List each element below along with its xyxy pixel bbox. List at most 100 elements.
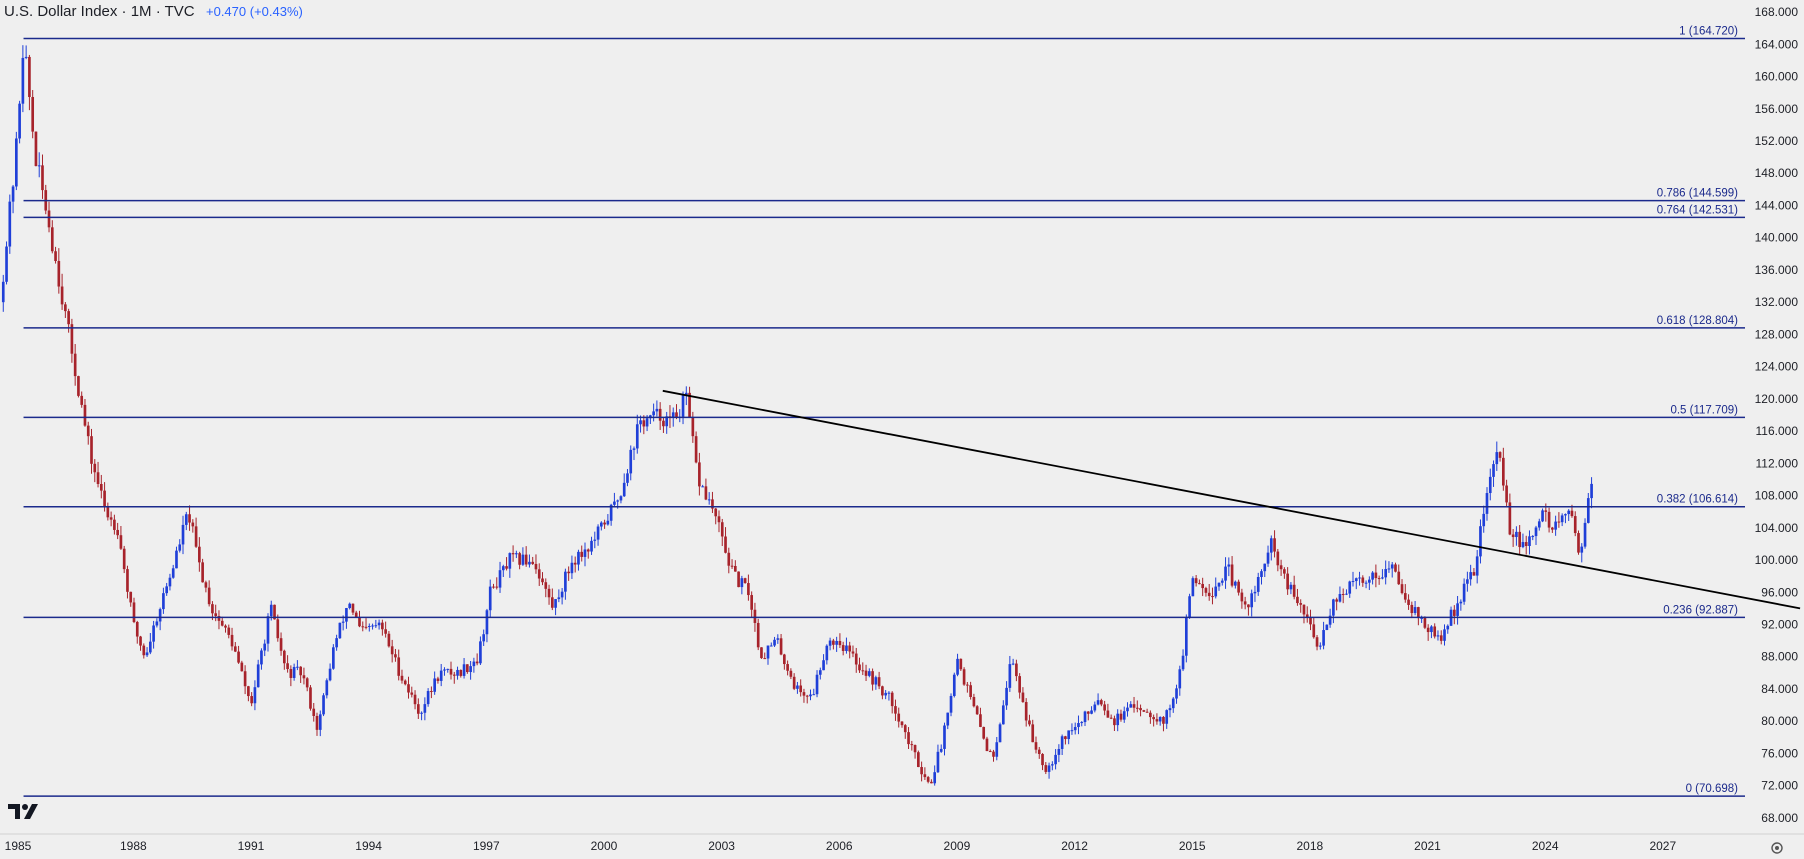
candle bbox=[694, 431, 698, 464]
candle bbox=[194, 517, 198, 548]
candle bbox=[305, 677, 309, 692]
candle bbox=[237, 645, 240, 664]
candle bbox=[583, 542, 587, 567]
candle bbox=[632, 446, 636, 461]
candle bbox=[622, 473, 626, 497]
candle bbox=[720, 518, 724, 547]
gear-icon[interactable] bbox=[1771, 842, 1783, 854]
candle bbox=[681, 391, 685, 425]
candle bbox=[276, 614, 280, 642]
price-tick-label: 124.000 bbox=[1755, 360, 1799, 374]
candle bbox=[214, 604, 218, 622]
candle bbox=[894, 699, 897, 721]
time-axis[interactable]: 1985 1988 1991 1994 1997 2000 2003 2006 2009 2012… bbox=[0, 833, 1804, 853]
candle bbox=[54, 246, 57, 264]
candle bbox=[920, 761, 923, 782]
candle bbox=[1384, 560, 1388, 585]
candle bbox=[818, 667, 822, 680]
candle bbox=[224, 624, 227, 633]
candle bbox=[1554, 515, 1557, 536]
fib-level-label: 1 (164.720) bbox=[1679, 26, 1738, 38]
price-tick-label: 96.000 bbox=[1761, 585, 1798, 599]
candle bbox=[730, 559, 734, 569]
candle bbox=[626, 469, 629, 487]
candle bbox=[1139, 704, 1142, 717]
candle bbox=[786, 660, 789, 676]
candle bbox=[1351, 571, 1355, 587]
candle bbox=[1358, 571, 1361, 586]
candle bbox=[812, 688, 816, 696]
candle bbox=[1325, 624, 1329, 631]
candle bbox=[1394, 562, 1397, 573]
candle bbox=[1469, 564, 1472, 586]
candle bbox=[1403, 584, 1407, 603]
candle bbox=[469, 660, 472, 680]
candle bbox=[1057, 744, 1061, 763]
candle bbox=[613, 492, 616, 507]
fib-level-label: 0.236 (92.887) bbox=[1663, 604, 1738, 616]
candle bbox=[1452, 605, 1456, 625]
candle bbox=[799, 679, 803, 697]
candle bbox=[1122, 706, 1126, 723]
candle bbox=[841, 641, 845, 656]
candle bbox=[1178, 665, 1182, 696]
time-tick-label: 1997 bbox=[473, 839, 500, 853]
candle bbox=[737, 571, 740, 588]
price-tick-label: 156.000 bbox=[1755, 102, 1799, 116]
candle bbox=[1260, 569, 1263, 585]
candle bbox=[544, 578, 548, 598]
candle bbox=[1345, 589, 1348, 596]
candle bbox=[420, 711, 423, 721]
price-tick-label: 168.000 bbox=[1755, 5, 1799, 19]
candle bbox=[198, 537, 201, 572]
candle bbox=[1184, 614, 1188, 663]
candle bbox=[1466, 571, 1469, 592]
candle bbox=[1492, 460, 1495, 487]
fib-level-label: 0 (70.698) bbox=[1686, 783, 1739, 795]
candle bbox=[495, 577, 499, 590]
candle bbox=[1077, 715, 1080, 735]
candle bbox=[119, 526, 123, 550]
candle bbox=[528, 554, 531, 568]
candle bbox=[995, 736, 999, 761]
candle bbox=[1155, 713, 1159, 725]
tradingview-logo-icon[interactable] bbox=[8, 804, 38, 819]
candle bbox=[73, 344, 77, 386]
price-axis[interactable]: 68.000 72.000 76.000 80.000 84.000 88.000 92.0… bbox=[1755, 5, 1799, 825]
candle bbox=[165, 582, 169, 596]
candle bbox=[864, 664, 868, 681]
candle bbox=[410, 686, 414, 698]
fibonacci-retracement[interactable]: 1 (164.720) 0.786 (144.599) 0.764 (142.531… bbox=[23, 26, 1745, 797]
candle bbox=[1348, 580, 1352, 598]
candle bbox=[1, 274, 5, 312]
candle bbox=[1227, 557, 1231, 577]
candle bbox=[1031, 719, 1035, 743]
candle bbox=[570, 555, 574, 579]
candle bbox=[175, 546, 178, 569]
candle bbox=[109, 511, 113, 527]
candle bbox=[34, 131, 38, 167]
candle bbox=[139, 635, 142, 651]
candle bbox=[1387, 561, 1391, 573]
candle bbox=[381, 619, 384, 636]
trendline[interactable] bbox=[662, 389, 1801, 610]
candle bbox=[603, 519, 606, 529]
candle bbox=[1371, 571, 1374, 585]
candle bbox=[1390, 561, 1394, 578]
candle bbox=[318, 710, 322, 737]
candle bbox=[521, 547, 525, 566]
candle bbox=[1577, 530, 1580, 555]
candle bbox=[809, 689, 812, 701]
candle bbox=[1247, 604, 1250, 616]
candle bbox=[126, 565, 129, 599]
trendline-segment[interactable] bbox=[662, 389, 1801, 610]
candle bbox=[992, 749, 995, 762]
candle bbox=[1482, 505, 1486, 533]
candle bbox=[1586, 493, 1590, 524]
candle bbox=[348, 602, 352, 610]
candle bbox=[155, 618, 159, 628]
time-tick-label: 2021 bbox=[1414, 839, 1441, 853]
candle bbox=[828, 637, 832, 651]
candle bbox=[191, 519, 195, 533]
